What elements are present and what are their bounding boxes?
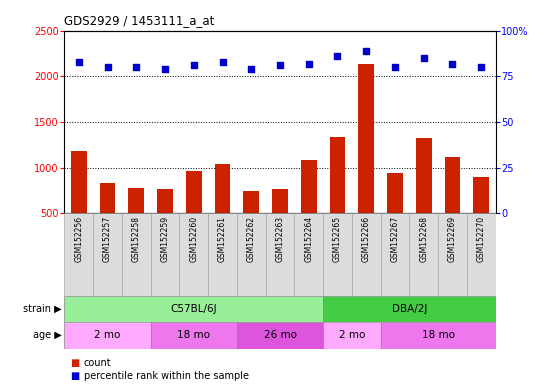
- Bar: [128, 188, 144, 213]
- Bar: [186, 171, 202, 213]
- Bar: [330, 137, 346, 213]
- Text: 2 mo: 2 mo: [94, 330, 121, 340]
- Text: GSM152256: GSM152256: [74, 215, 83, 262]
- Point: [477, 64, 486, 70]
- Bar: [93, 213, 122, 296]
- Text: ■: ■: [70, 371, 80, 381]
- Text: GSM152270: GSM152270: [477, 215, 486, 262]
- Text: GSM152267: GSM152267: [390, 215, 399, 262]
- Text: GSM152258: GSM152258: [132, 215, 141, 262]
- Bar: [272, 189, 288, 213]
- Text: GSM152265: GSM152265: [333, 215, 342, 262]
- Bar: [467, 213, 496, 296]
- Text: 18 mo: 18 mo: [422, 330, 455, 340]
- Text: percentile rank within the sample: percentile rank within the sample: [84, 371, 249, 381]
- Bar: [445, 157, 460, 213]
- Text: C57BL/6J: C57BL/6J: [170, 304, 217, 314]
- Bar: [151, 322, 237, 349]
- Bar: [64, 213, 93, 296]
- Bar: [473, 177, 489, 213]
- Point: [161, 66, 170, 72]
- Bar: [301, 160, 316, 213]
- Bar: [64, 296, 323, 322]
- Bar: [381, 213, 409, 296]
- Bar: [265, 213, 295, 296]
- Bar: [358, 65, 374, 213]
- Bar: [157, 189, 173, 213]
- Text: strain ▶: strain ▶: [23, 304, 62, 314]
- Bar: [387, 173, 403, 213]
- Text: 26 mo: 26 mo: [264, 330, 296, 340]
- Bar: [237, 322, 323, 349]
- Point: [390, 64, 399, 70]
- Bar: [409, 213, 438, 296]
- Bar: [323, 322, 381, 349]
- Text: GSM152266: GSM152266: [362, 215, 371, 262]
- Text: 18 mo: 18 mo: [178, 330, 210, 340]
- Bar: [295, 213, 323, 296]
- Point: [74, 59, 83, 65]
- Point: [189, 62, 198, 68]
- Bar: [323, 296, 496, 322]
- Bar: [71, 151, 87, 213]
- Text: GSM152257: GSM152257: [103, 215, 112, 262]
- Point: [419, 55, 428, 61]
- Point: [304, 60, 313, 67]
- Point: [333, 53, 342, 59]
- Text: GSM152261: GSM152261: [218, 215, 227, 262]
- Bar: [381, 322, 496, 349]
- Point: [218, 59, 227, 65]
- Bar: [64, 322, 151, 349]
- Point: [362, 48, 371, 54]
- Point: [103, 64, 112, 70]
- Text: GSM152259: GSM152259: [161, 215, 170, 262]
- Bar: [237, 213, 265, 296]
- Bar: [244, 191, 259, 213]
- Point: [276, 62, 284, 68]
- Bar: [179, 213, 208, 296]
- Text: GSM152268: GSM152268: [419, 215, 428, 262]
- Text: GDS2929 / 1453111_a_at: GDS2929 / 1453111_a_at: [64, 14, 215, 27]
- Text: 2 mo: 2 mo: [339, 330, 365, 340]
- Bar: [151, 213, 179, 296]
- Point: [132, 64, 141, 70]
- Text: DBA/2J: DBA/2J: [391, 304, 427, 314]
- Text: age ▶: age ▶: [33, 330, 62, 340]
- Text: GSM152262: GSM152262: [247, 215, 256, 262]
- Text: GSM152269: GSM152269: [448, 215, 457, 262]
- Text: ■: ■: [70, 358, 80, 368]
- Text: GSM152263: GSM152263: [276, 215, 284, 262]
- Text: GSM152264: GSM152264: [304, 215, 313, 262]
- Bar: [122, 213, 151, 296]
- Bar: [214, 164, 230, 213]
- Text: GSM152260: GSM152260: [189, 215, 198, 262]
- Bar: [416, 138, 432, 213]
- Text: count: count: [84, 358, 111, 368]
- Bar: [100, 183, 115, 213]
- Point: [247, 66, 256, 72]
- Bar: [438, 213, 467, 296]
- Bar: [323, 213, 352, 296]
- Bar: [352, 213, 381, 296]
- Bar: [208, 213, 237, 296]
- Point: [448, 60, 457, 67]
